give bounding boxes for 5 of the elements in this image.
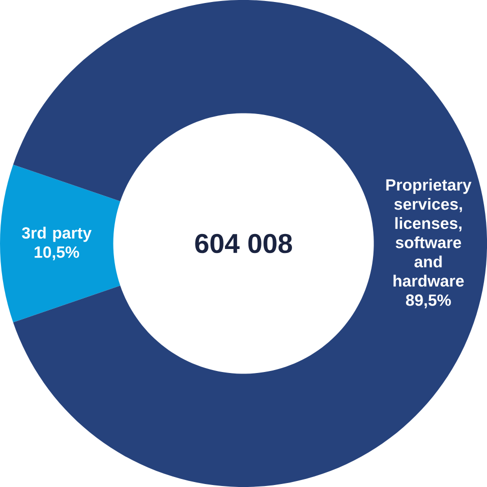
data-label: 10,5%: [34, 246, 80, 260]
slice-label: Proprietary services, licenses, software and hardware: [386, 178, 472, 287]
data-label: 89,5%: [406, 294, 451, 308]
slice-label: 3rd party: [22, 226, 92, 242]
text: 604 008: [195, 234, 292, 254]
